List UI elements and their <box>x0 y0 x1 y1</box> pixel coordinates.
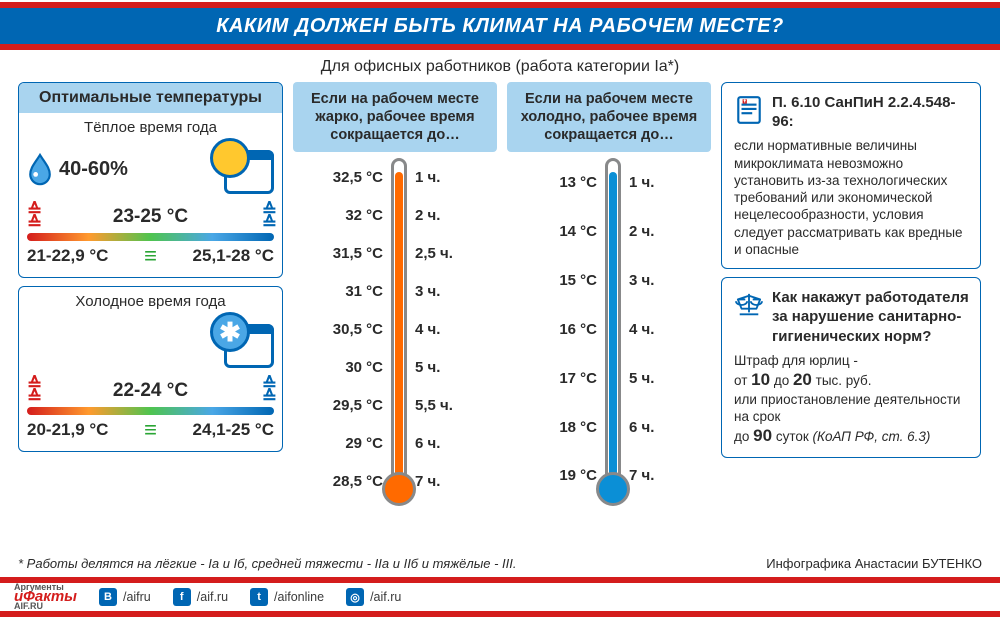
hour-value: 6 ч. <box>415 435 461 452</box>
sanpin-text: если нормативные величины микроклимата н… <box>734 137 970 258</box>
footnote: * Работы делятся на лёгкие - Iа и Iб, ср… <box>18 556 517 571</box>
temp-value: 13 °C <box>543 174 597 191</box>
hot-heading: Если на рабочем месте жарко, рабочее вре… <box>293 82 497 152</box>
temp-value: 30,5 °C <box>329 321 383 338</box>
hour-value: 2,5 ч. <box>415 245 461 262</box>
penalty-line1b: от 10 до 20 тыс. руб. <box>734 369 970 391</box>
sanpin-card: П. 6.10 СанПиН 2.2.4.548-96: если нормат… <box>721 82 981 269</box>
social-vk[interactable]: B/aifru <box>99 588 151 606</box>
optimal-card-title: Оптимальные температуры <box>19 83 282 113</box>
cold-hour-list: 1 ч. 2 ч. 3 ч. 4 ч. 5 ч. 6 ч. 7 ч. <box>629 158 675 500</box>
penalty-line3: до 90 суток (КоАП РФ, ст. 6.3) <box>734 425 970 447</box>
hour-value: 5,5 ч. <box>415 397 461 414</box>
equals-icon: ≡ <box>144 417 157 443</box>
temp-value: 29 °C <box>329 435 383 452</box>
humidity-value: 40-60% <box>59 158 128 181</box>
cold-low: 20-21,9 °C <box>27 420 108 440</box>
penalty-question: Как накажут работодателя за нарушение са… <box>772 288 970 346</box>
cold-heading: Если на рабочем месте холодно, рабочее в… <box>507 82 711 152</box>
temp-value: 32 °C <box>329 207 383 224</box>
hour-value: 5 ч. <box>415 359 461 376</box>
optimal-card: Оптимальные температуры Тёплое время год… <box>18 82 283 278</box>
penalty-line1a: Штраф для юрлиц - <box>734 352 970 369</box>
hour-value: 2 ч. <box>415 207 461 224</box>
warm-center-range: 23-25 °C <box>113 206 188 228</box>
temp-value: 19 °C <box>543 467 597 484</box>
cold-temp-list: 13 °C 14 °C 15 °C 16 °C 17 °C 18 °C 19 °C <box>543 158 597 500</box>
hour-value: 4 ч. <box>415 321 461 338</box>
fb-icon: f <box>173 588 191 606</box>
warm-high: 25,1-28 °C <box>193 246 274 266</box>
thermometer-cold-icon <box>601 158 625 500</box>
hour-value: 3 ч. <box>629 272 675 289</box>
equals-icon: ≡ <box>144 243 157 269</box>
scales-icon <box>734 288 764 322</box>
temp-value: 15 °C <box>543 272 597 289</box>
arrows-up-icon: ≙≙ <box>27 378 39 403</box>
hour-value: 3 ч. <box>415 283 461 300</box>
cold-high: 24,1-25 °C <box>193 420 274 440</box>
calendar-sun-icon <box>216 140 274 198</box>
social-tw[interactable]: t/aifonline <box>250 588 324 606</box>
penalty-line2: или приостановление деятельности на срок <box>734 391 970 426</box>
vk-icon: B <box>99 588 117 606</box>
ig-icon: ◎ <box>346 588 364 606</box>
arrows-down-icon: ≙≙ <box>262 204 274 229</box>
cold-card: Холодное время года ✱ ≙≙ 22-24 °C ≙≙ 20-… <box>18 286 283 452</box>
penalty-card: Как накажут работодателя за нарушение са… <box>721 277 981 458</box>
temp-value: 29,5 °C <box>329 397 383 414</box>
hot-temp-list: 32,5 °C 32 °C 31,5 °C 31 °C 30,5 °C 30 °C 29,5… <box>329 158 383 500</box>
optimal-column: Оптимальные температуры Тёплое время год… <box>18 82 283 500</box>
info-column: П. 6.10 СанПиН 2.2.4.548-96: если нормат… <box>721 82 981 500</box>
temp-value: 28,5 °C <box>329 473 383 490</box>
content-grid: Оптимальные температуры Тёплое время год… <box>0 82 1000 500</box>
sanpin-ref: П. 6.10 СанПиН 2.2.4.548-96: <box>772 93 970 131</box>
hour-value: 2 ч. <box>629 223 675 240</box>
hour-value: 6 ч. <box>629 419 675 436</box>
hour-value: 4 ч. <box>629 321 675 338</box>
gradient-bar <box>27 233 274 241</box>
hour-value: 7 ч. <box>629 467 675 484</box>
gradient-bar <box>27 407 274 415</box>
subtitle: Для офисных работников (работа категории… <box>0 50 1000 82</box>
tw-icon: t <box>250 588 268 606</box>
temp-value: 32,5 °C <box>329 169 383 186</box>
cold-season-label: Холодное время года <box>27 291 274 314</box>
title-text: КАКИМ ДОЛЖЕН БЫТЬ КЛИМАТ НА РАБОЧЕМ МЕСТ… <box>216 15 783 38</box>
brand-logo: Аргументы иФакты AIF.RU <box>14 584 77 610</box>
temp-value: 14 °C <box>543 223 597 240</box>
warm-season-label: Тёплое время года <box>27 117 274 140</box>
page-title: КАКИМ ДОЛЖЕН БЫТЬ КЛИМАТ НА РАБОЧЕМ МЕСТ… <box>0 2 1000 50</box>
hour-value: 7 ч. <box>415 473 461 490</box>
arrows-down-icon: ≙≙ <box>262 378 274 403</box>
warm-low: 21-22,9 °C <box>27 246 108 266</box>
social-fb[interactable]: f/aif.ru <box>173 588 228 606</box>
arrows-up-icon: ≙≙ <box>27 204 39 229</box>
humidity-icon <box>27 152 53 186</box>
cold-center-range: 22-24 °C <box>113 380 188 402</box>
calendar-snow-icon: ✱ <box>216 314 274 372</box>
social-ig[interactable]: ◎/aif.ru <box>346 588 401 606</box>
thermometer-hot-icon <box>387 158 411 500</box>
footer: Аргументы иФакты AIF.RU B/aifru f/aif.ru… <box>0 577 1000 617</box>
hour-value: 5 ч. <box>629 370 675 387</box>
hot-column: Если на рабочем месте жарко, рабочее вре… <box>293 82 497 500</box>
document-icon <box>734 93 764 127</box>
hour-value: 1 ч. <box>629 174 675 191</box>
temp-value: 31 °C <box>329 283 383 300</box>
credit: Инфографика Анастасии БУТЕНКО <box>766 556 982 571</box>
temp-value: 31,5 °C <box>329 245 383 262</box>
temp-value: 18 °C <box>543 419 597 436</box>
hour-value: 1 ч. <box>415 169 461 186</box>
temp-value: 17 °C <box>543 370 597 387</box>
temp-value: 30 °C <box>329 359 383 376</box>
temp-value: 16 °C <box>543 321 597 338</box>
cold-column: Если на рабочем месте холодно, рабочее в… <box>507 82 711 500</box>
hot-hour-list: 1 ч. 2 ч. 2,5 ч. 3 ч. 4 ч. 5 ч. 5,5 ч. 6 ч. 7 ч. <box>415 158 461 500</box>
